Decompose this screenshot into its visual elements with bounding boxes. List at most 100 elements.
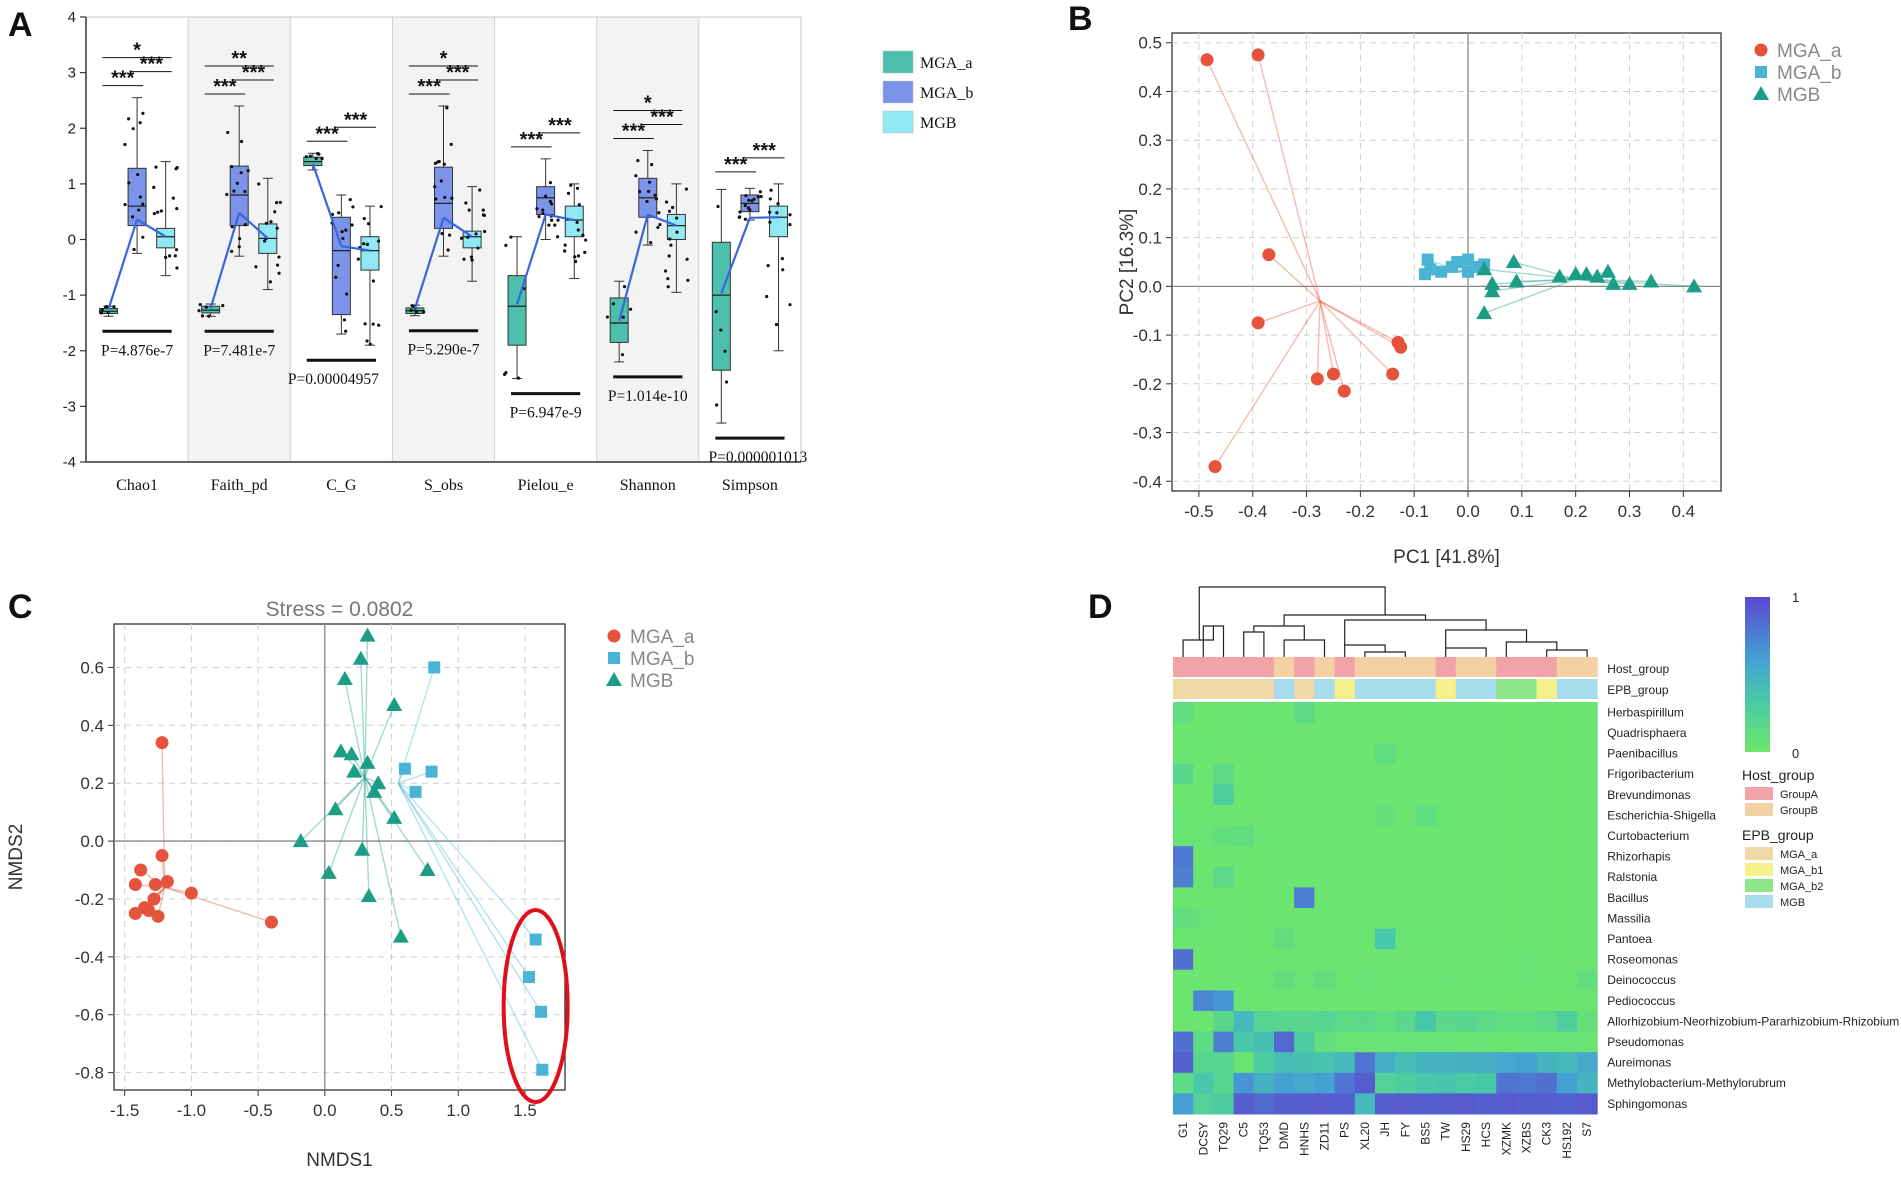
- heatmap-cell: [1476, 1031, 1497, 1053]
- epb-group-label: MGA_b1: [1780, 865, 1823, 877]
- heatmap-cell: [1395, 866, 1416, 888]
- jitter-point: [719, 328, 723, 332]
- dendrogram-branch: [1546, 649, 1588, 657]
- x-tick-label: -0.5: [243, 1101, 272, 1120]
- heatmap-cell: [1213, 949, 1235, 971]
- x-tick-label: 0.4: [1672, 502, 1696, 521]
- trend-line: [136, 218, 167, 238]
- heatmap-cell: [1577, 784, 1598, 806]
- heatmap-cell: [1536, 1031, 1558, 1053]
- legend-marker-MGA_a: [1754, 43, 1768, 57]
- heatmap-cell: [1536, 825, 1558, 847]
- heatmap-cell: [1415, 1093, 1437, 1115]
- host-group-cell: [1435, 657, 1457, 677]
- heatmap-cell: [1577, 1052, 1598, 1074]
- row-label: Bacillus: [1607, 891, 1648, 905]
- heatmap-cell: [1334, 784, 1356, 806]
- x-tick-label: 0.1: [1510, 502, 1534, 521]
- jitter-point: [650, 163, 654, 167]
- row-label: Frigoribacterium: [1607, 767, 1694, 781]
- heatmap-cell: [1556, 763, 1578, 785]
- heatmap-cell: [1536, 702, 1558, 724]
- jitter-point: [620, 353, 625, 357]
- heatmap-cell: [1516, 887, 1538, 909]
- heatmap-cell: [1213, 1011, 1235, 1033]
- epb-group-cell: [1354, 679, 1376, 699]
- point-MGA_a: [128, 877, 142, 891]
- jitter-point: [440, 231, 444, 236]
- heatmap-cell: [1415, 805, 1437, 827]
- heatmap-cell: [1233, 1093, 1255, 1115]
- pvalue-label: P=1.014e-10: [608, 388, 688, 405]
- jitter-point: [437, 159, 441, 164]
- jitter-point: [141, 202, 145, 206]
- legend-label: MGA_a: [1777, 41, 1842, 62]
- jitter-point: [126, 117, 131, 121]
- jitter-point: [348, 198, 352, 202]
- jitter-point: [668, 237, 672, 241]
- heatmap-cell: [1193, 949, 1214, 971]
- x-tick-label: -0.5: [1184, 502, 1213, 521]
- jitter-point: [481, 213, 486, 217]
- heatmap-cell: [1213, 887, 1235, 909]
- heatmap-cell: [1536, 1093, 1558, 1115]
- heatmap-cell: [1334, 866, 1356, 888]
- heatmap-cell: [1435, 949, 1457, 971]
- point-MGB: [1508, 273, 1525, 288]
- row-label: Paenibacillus: [1607, 747, 1678, 761]
- jitter-point: [774, 322, 779, 327]
- jitter-point: [344, 329, 348, 333]
- heatmap-cell: [1193, 928, 1214, 950]
- heatmap-cell: [1536, 722, 1558, 744]
- heatmap-cell: [1294, 743, 1315, 765]
- host-group-cell: [1173, 657, 1194, 677]
- trend-line: [545, 213, 575, 222]
- jitter-point: [756, 195, 760, 199]
- jitter-point: [237, 236, 242, 241]
- jitter-point: [765, 294, 769, 299]
- heatmap-cell: [1233, 908, 1255, 930]
- heatmap-cell: [1173, 928, 1194, 950]
- jitter-point: [743, 217, 748, 221]
- x-tick-label: -0.4: [1238, 502, 1267, 521]
- jitter-point: [611, 302, 615, 306]
- column-label: TQ29: [1217, 1122, 1231, 1152]
- x-tick-label: 1.0: [446, 1101, 470, 1120]
- heatmap-cell: [1354, 763, 1376, 785]
- dendrogram-branch: [1344, 644, 1386, 657]
- sig-stars: ***: [650, 107, 674, 129]
- heatmap-cell: [1415, 722, 1437, 744]
- jitter-point: [366, 222, 371, 226]
- heatmap-cell: [1516, 743, 1538, 765]
- heatmap-cell: [1193, 702, 1214, 724]
- y-tick-label: -0.3: [1133, 424, 1162, 443]
- jitter-point: [171, 196, 175, 200]
- heatmap-cell: [1556, 1031, 1578, 1053]
- column-label: C5: [1237, 1122, 1251, 1138]
- jitter-point: [577, 203, 581, 207]
- heatmap-cell: [1455, 743, 1477, 765]
- heatmap-cell: [1233, 949, 1255, 971]
- heatmap-cell: [1395, 969, 1416, 991]
- heatmap-cell: [1334, 1031, 1356, 1053]
- point-MGA_b: [1451, 256, 1464, 268]
- jitter-point: [474, 232, 478, 236]
- jitter-point: [738, 210, 742, 214]
- jitter-point: [553, 223, 557, 227]
- point-MGB: [1505, 254, 1522, 268]
- jitter-point: [666, 285, 670, 289]
- panel-letter-c: C: [8, 588, 33, 626]
- jitter-point: [575, 186, 580, 190]
- heatmap-cell: [1173, 1052, 1194, 1074]
- jitter-point: [653, 193, 657, 197]
- point-MGB: [1476, 261, 1493, 276]
- y-tick-label: -3: [63, 398, 76, 415]
- spider-line: [1319, 300, 1345, 392]
- x-category-label: Shannon: [620, 477, 676, 494]
- jitter-point: [584, 238, 588, 242]
- jitter-point: [548, 199, 552, 203]
- heatmap-cell: [1476, 990, 1497, 1012]
- heatmap-cell: [1354, 908, 1376, 930]
- jitter-point: [658, 222, 662, 227]
- heatmap-cell: [1193, 846, 1214, 868]
